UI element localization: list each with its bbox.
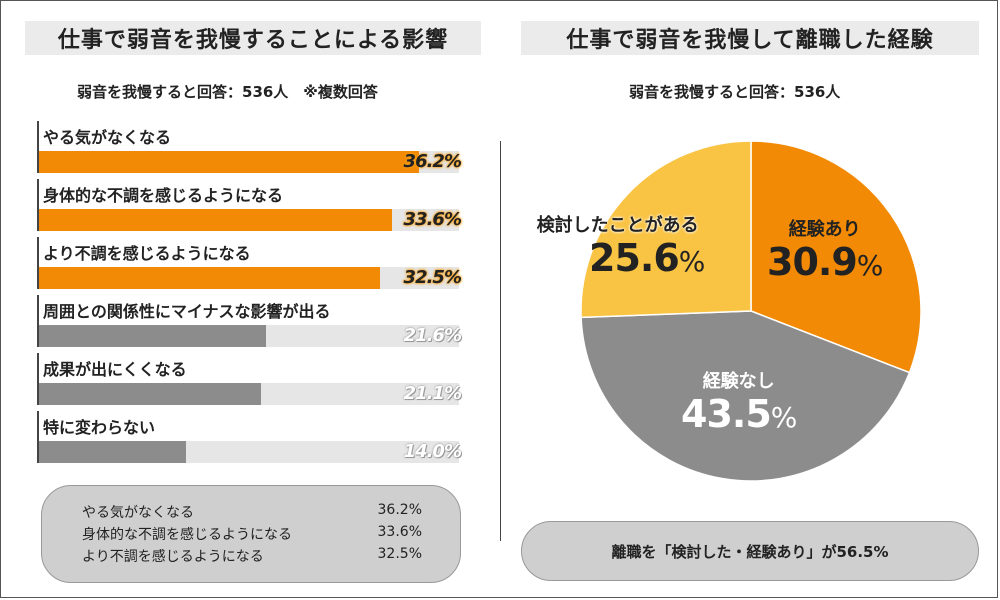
summary-label: やる気がなくなる [82,505,194,521]
bar-chart: やる気がなくなる 36.2% 身体的な不調を感じるようになる 33.6% より不調を感じ… [37,121,467,471]
bar-row: やる気がなくなる 36.2% [37,121,467,177]
pie-slice-value: 25.6 [589,236,680,280]
bar-category-label: やる気がなくなる [43,128,172,147]
pie-slice [580,140,752,319]
bar-value-label: 14.0% [403,441,462,462]
pie-slice [580,310,911,482]
bar-category-label: 成果が出にくくなる [43,360,187,379]
pie-slice-value: 43.5 [681,392,772,436]
percent-sign: % [856,249,884,282]
left-panel-title: 仕事で弱音を我慢することによる影響 [25,21,481,55]
bar-axis-line [37,295,39,347]
bar-category-label: より不調を感じるようになる [43,244,251,263]
bar-track [39,151,459,173]
pie-label-experienced: 経験あり 30.9% [767,215,884,287]
bar-value-label: 21.1% [403,383,462,404]
bar-track [39,209,459,231]
bar-axis-line [37,179,39,231]
summary-value: 36.2% [377,502,422,518]
bar-axis-line [37,411,39,463]
summary-label: 身体的な不調を感じるようになる [82,527,292,543]
bar-track [39,383,459,405]
bar [39,209,392,231]
pie-slice-name: 経験あり [788,219,861,240]
bar-axis-line [37,121,39,173]
bar-track [39,325,459,347]
left-panel-subtitle: 弱音を我慢すると回答：536人 ※複数回答 [77,83,378,101]
summary-label: より不調を感じるようになる [82,549,264,565]
bar-track [39,441,459,463]
pie-slice-name: 検討したことがある [536,215,699,236]
bar-row: 周囲との関係性にマイナスな影響が出る 21.6% [37,295,467,351]
bar [39,151,420,173]
right-panel-subtitle: 弱音を我慢すると回答：536人 [629,83,841,101]
bar [39,325,266,347]
bar-row: より不調を感じるようになる 32.5% [37,237,467,293]
bar-axis-line [37,353,39,405]
bar-value-label: 21.6% [403,325,462,346]
summary-box-right: 離職を「検討した・経験あり」が56.5% [521,521,979,581]
bar [39,383,261,405]
bar-row: 成果が出にくくなる 21.1% [37,353,467,409]
pie-label-considered: 検討したことがある 25.6% [531,211,706,283]
bar-value-label: 33.6% [403,209,462,230]
bar-axis-line [37,237,39,289]
percent-sign: % [770,401,798,434]
summary-value: 33.6% [377,524,422,540]
bar [39,441,186,463]
bar-category-label: 特に変わらない [43,418,156,437]
bar-value-label: 32.5% [403,267,462,288]
right-panel-title: 仕事で弱音を我慢して離職した経験 [521,21,979,55]
pie-slice-value: 30.9 [767,240,858,284]
bar-category-label: 周囲との関係性にマイナスな影響が出る [43,302,331,321]
pie-label-not-experienced: 経験なし 43.5% [681,367,798,439]
bar-track [39,267,459,289]
pie-chart [580,140,922,482]
bar-row: 身体的な不調を感じるようになる 33.6% [37,179,467,235]
summary-box-left: やる気がなくなる 36.2% 身体的な不調を感じるようになる 33.6% より不… [41,485,461,583]
bar-row: 特に変わらない 14.0% [37,411,467,467]
pie-slice-name: 経験なし [702,371,775,392]
pie-slice [750,140,922,374]
panel-divider [500,141,501,541]
bar [39,267,381,289]
percent-sign: % [678,245,706,278]
summary-value: 32.5% [377,546,422,562]
bar-category-label: 身体的な不調を感じるようになる [43,186,284,205]
bar-value-label: 36.2% [403,151,462,172]
